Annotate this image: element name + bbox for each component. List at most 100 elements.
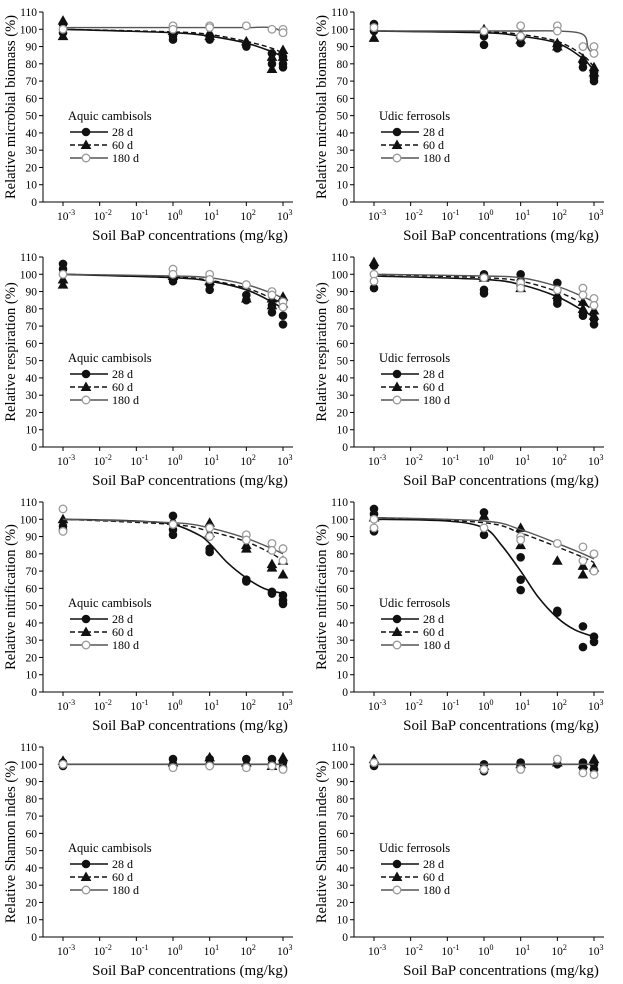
chart-panel-r2c2: 0 10 20 30 40 50 60 70 80 90 100 110 10-3 10-2 10-1 100… [311,245,622,490]
data-point [578,42,588,51]
data-point [552,26,562,36]
x-tick-label: 100 [478,208,494,223]
y-tick-label: 50 [26,111,38,123]
data-point [589,770,599,780]
data-point [58,24,68,34]
axes: 0 10 20 30 40 50 60 70 80 90 100 110 10-3 10-2 10-1 100… [20,7,293,223]
y-tick-label: 110 [331,252,348,264]
y-tick-label: 30 [337,635,349,647]
legend-marker [81,395,91,405]
y-tick-label: 50 [337,601,349,613]
data-point [551,555,563,565]
legend-marker [392,885,402,895]
chart-svg-r2c2: 0 10 20 30 40 50 60 70 80 90 100 110 10-3 10-2 10-1 100… [314,252,604,489]
y-tick-label: 110 [331,7,348,19]
y-tick-label: 0 [31,442,37,454]
x-tick-label: 102 [551,943,567,958]
y-axis-label: Relative Shannon indes (%) [314,761,330,923]
x-tick-label: 102 [240,208,256,223]
axes: 0 10 20 30 40 50 60 70 80 90 100 110 10-3 10-2 10-1 100… [331,252,604,468]
y-tick-label: 20 [337,162,349,174]
fit-line [62,518,284,562]
data-point [168,763,178,773]
y-tick-label: 60 [26,583,38,595]
x-tick-label: 101 [515,453,531,468]
series-180d [58,759,288,774]
x-tick-label: 10-2 [405,453,423,468]
x-axis-label: Soil BaP concentrations (mg/kg) [403,473,599,489]
x-tick-label: 103 [277,208,293,223]
data-point [578,62,588,72]
x-axis-label: Soil BaP concentrations (mg/kg) [403,228,599,244]
y-tick-label: 110 [331,497,348,509]
data-point [478,510,490,520]
chart-svg-r4c1: 0 10 20 30 40 50 60 70 80 90 100 110 10-3 10-2 10-1 100… [3,742,293,979]
x-tick-label: 10-1 [441,453,459,468]
data-point [577,303,589,313]
legend-marker [392,369,402,379]
y-tick-label: 70 [337,811,349,823]
data-point [205,523,215,533]
chart-panel-r2c1: 0 10 20 30 40 50 60 70 80 90 100 110 10-3 10-2 10-1 100… [0,245,311,490]
y-tick-label: 60 [337,583,349,595]
data-point [205,532,215,541]
y-tick-label: 80 [337,59,349,71]
data-point [515,539,527,550]
y-tick-label: 90 [337,532,349,544]
x-tick-label: 10-1 [441,698,459,713]
data-point [241,763,251,773]
data-point [240,292,252,303]
data-point [205,275,215,284]
legend-label: 28 d [423,857,444,871]
data-point [57,15,69,25]
legend-marker [392,395,402,405]
data-point [589,566,599,576]
data-point [277,751,289,762]
axes: 0 10 20 30 40 50 60 70 80 90 100 110 10-3 10-2 10-1 100… [331,742,604,958]
y-tick-label: 0 [31,932,37,944]
x-axis-label: Soil BaP concentrations (mg/kg) [92,963,288,979]
x-tick-label: 10-2 [94,208,112,223]
y-tick-label: 110 [20,7,37,19]
data-point [241,280,251,290]
data-point [578,290,588,300]
x-tick-label: 100 [167,208,183,223]
chart-svg-r4c2: 0 10 20 30 40 50 60 70 80 90 100 110 10-3 10-2 10-1 100… [314,742,604,979]
y-tick-label: 100 [331,759,349,771]
data-point [368,32,380,42]
legend-label: 180 d [423,393,450,407]
chart-svg-r3c1: 0 10 20 30 40 50 60 70 80 90 100 110 10-3 10-2 10-1 100… [3,497,293,734]
chart-svg-r2c1: 0 10 20 30 40 50 60 70 80 90 100 110 10-3 10-2 10-1 100… [3,252,293,489]
x-tick-label: 102 [551,208,567,223]
data-point [578,642,588,652]
x-tick-label: 101 [204,453,220,468]
x-tick-label: 103 [277,943,293,958]
x-tick-label: 10-3 [368,698,386,713]
y-tick-label: 0 [342,442,348,454]
y-tick-label: 40 [337,863,349,875]
data-point [553,299,562,308]
y-tick-label: 20 [337,407,349,419]
legend-marker [80,626,92,636]
data-point [516,765,526,774]
chart-panel-r3c1: 0 10 20 30 40 50 60 70 80 90 100 110 10-3 10-2 10-1 100… [0,490,311,735]
y-tick-label: 90 [26,777,38,789]
x-axis-label: Soil BaP concentrations (mg/kg) [92,228,288,244]
x-tick-label: 10-1 [130,208,148,223]
data-point [58,269,68,279]
data-point [278,320,288,329]
chart-panel-r4c1: 0 10 20 30 40 50 60 70 80 90 100 110 10-3 10-2 10-1 100… [0,735,311,980]
y-tick-label: 110 [20,252,37,264]
x-axis-label: Soil BaP concentrations (mg/kg) [403,718,599,734]
data-point [369,514,379,524]
y-tick-label: 80 [26,549,38,561]
data-point [267,589,277,598]
data-point [516,283,526,293]
x-tick-label: 10-3 [57,208,75,223]
data-point [57,279,69,289]
fit-line [62,28,284,55]
y-tick-label: 20 [26,162,38,174]
y-tick-label: 90 [26,287,38,299]
